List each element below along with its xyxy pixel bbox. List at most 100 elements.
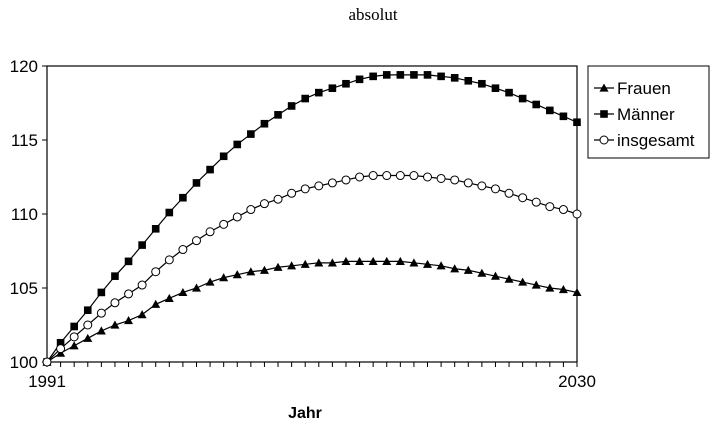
data-point-maenner — [124, 257, 133, 266]
data-point-maenner — [219, 152, 228, 161]
data-point-insgesamt — [205, 227, 215, 237]
data-point-insgesamt — [423, 172, 433, 182]
data-point-frauen — [205, 277, 215, 286]
data-point-maenner — [97, 288, 106, 297]
chart-title: absolut — [348, 5, 397, 24]
y-tick-label: 105 — [10, 279, 38, 298]
data-point-frauen — [69, 341, 79, 350]
data-point-insgesamt — [56, 344, 66, 354]
x-tick-label: 2030 — [558, 372, 596, 391]
data-point-maenner — [532, 100, 541, 109]
data-point-maenner — [56, 338, 65, 347]
data-point-maenner — [478, 79, 486, 88]
data-point-insgesamt — [355, 172, 365, 182]
data-point-maenner — [382, 71, 391, 79]
data-point-frauen — [368, 256, 378, 265]
series-line-maenner — [46, 74, 578, 363]
data-point-frauen — [232, 270, 242, 279]
data-point-frauen — [531, 280, 541, 289]
y-tick-label: 115 — [11, 131, 38, 150]
data-point-maenner — [314, 88, 323, 97]
data-point-frauen — [124, 316, 134, 325]
data-point-frauen — [341, 256, 351, 265]
data-point-frauen — [300, 259, 310, 268]
data-point-insgesamt — [436, 173, 446, 183]
series-line-insgesamt — [46, 174, 578, 363]
data-point-maenner — [546, 106, 554, 115]
data-point-maenner — [342, 79, 350, 88]
data-point-frauen — [450, 264, 460, 273]
data-point-maenner — [410, 71, 418, 79]
data-point-maenner — [138, 241, 146, 249]
data-point-maenner — [328, 84, 337, 92]
data-point-maenner — [233, 140, 242, 149]
data-point-insgesamt — [287, 188, 297, 198]
data-point-frauen — [96, 326, 106, 335]
series-insgesamt — [42, 171, 582, 367]
data-point-maenner — [559, 112, 568, 121]
legend-item-frauen: Frauen — [594, 79, 671, 98]
data-point-frauen — [545, 283, 555, 292]
data-point-maenner — [247, 130, 255, 138]
data-point-insgesamt — [409, 171, 419, 181]
data-point-insgesamt — [463, 178, 473, 188]
data-point-maenner — [179, 193, 187, 202]
y-axis: 100 105 110 115 120 — [10, 57, 47, 372]
data-point-frauen — [572, 287, 582, 297]
data-point-maenner — [396, 71, 405, 79]
data-point-maenner — [206, 165, 214, 174]
data-point-insgesamt — [124, 289, 134, 299]
data-point-frauen — [178, 287, 188, 297]
legend-marker — [599, 135, 609, 145]
data-point-maenner — [518, 94, 527, 103]
data-point-frauen — [83, 333, 93, 342]
data-point-frauen — [504, 274, 514, 283]
data-point-maenner — [369, 72, 377, 81]
data-point-maenner — [70, 322, 78, 331]
data-point-insgesamt — [259, 199, 269, 209]
data-point-frauen — [477, 268, 487, 277]
data-point-insgesamt — [178, 245, 188, 255]
data-point-insgesamt — [558, 205, 568, 215]
data-point-insgesamt — [341, 175, 351, 185]
legend-label: Frauen — [617, 79, 671, 98]
plot-area — [46, 65, 578, 363]
data-point-frauen — [395, 256, 405, 265]
data-point-insgesamt — [273, 194, 283, 204]
data-point-maenner — [355, 75, 364, 84]
legend-marker — [599, 83, 609, 92]
data-point-frauen — [246, 267, 256, 276]
data-point-insgesamt — [42, 357, 52, 367]
data-point-maenner — [83, 306, 92, 314]
legend: Frauen Männer insgesamt — [587, 65, 710, 159]
data-point-insgesamt — [300, 184, 310, 194]
data-point-frauen — [137, 310, 147, 319]
data-point-insgesamt — [545, 202, 555, 212]
legend-marker — [600, 110, 608, 118]
data-point-frauen — [151, 299, 161, 308]
data-point-maenner — [573, 118, 581, 127]
data-point-frauen — [490, 271, 500, 280]
series-maenner — [43, 71, 581, 366]
data-point-frauen — [518, 277, 528, 286]
data-point-maenner — [274, 111, 282, 119]
data-point-insgesamt — [246, 205, 256, 215]
legend-label: insgesamt — [617, 131, 695, 150]
data-point-maenner — [260, 119, 269, 128]
data-point-frauen — [110, 320, 120, 329]
data-point-frauen — [327, 258, 337, 267]
series-layer — [42, 71, 582, 367]
data-point-maenner — [165, 208, 174, 217]
legend-box — [587, 65, 710, 159]
data-point-insgesamt — [395, 171, 405, 181]
data-point-insgesamt — [368, 171, 378, 181]
data-point-insgesamt — [69, 332, 79, 342]
x-axis: 1991 2030 — [28, 362, 596, 391]
data-point-frauen — [164, 293, 174, 302]
y-tick-label: 110 — [11, 205, 38, 224]
data-point-maenner — [111, 272, 119, 280]
data-point-insgesamt — [83, 320, 93, 330]
data-point-frauen — [259, 265, 269, 274]
data-point-frauen — [191, 283, 201, 292]
data-point-insgesamt — [504, 188, 514, 198]
